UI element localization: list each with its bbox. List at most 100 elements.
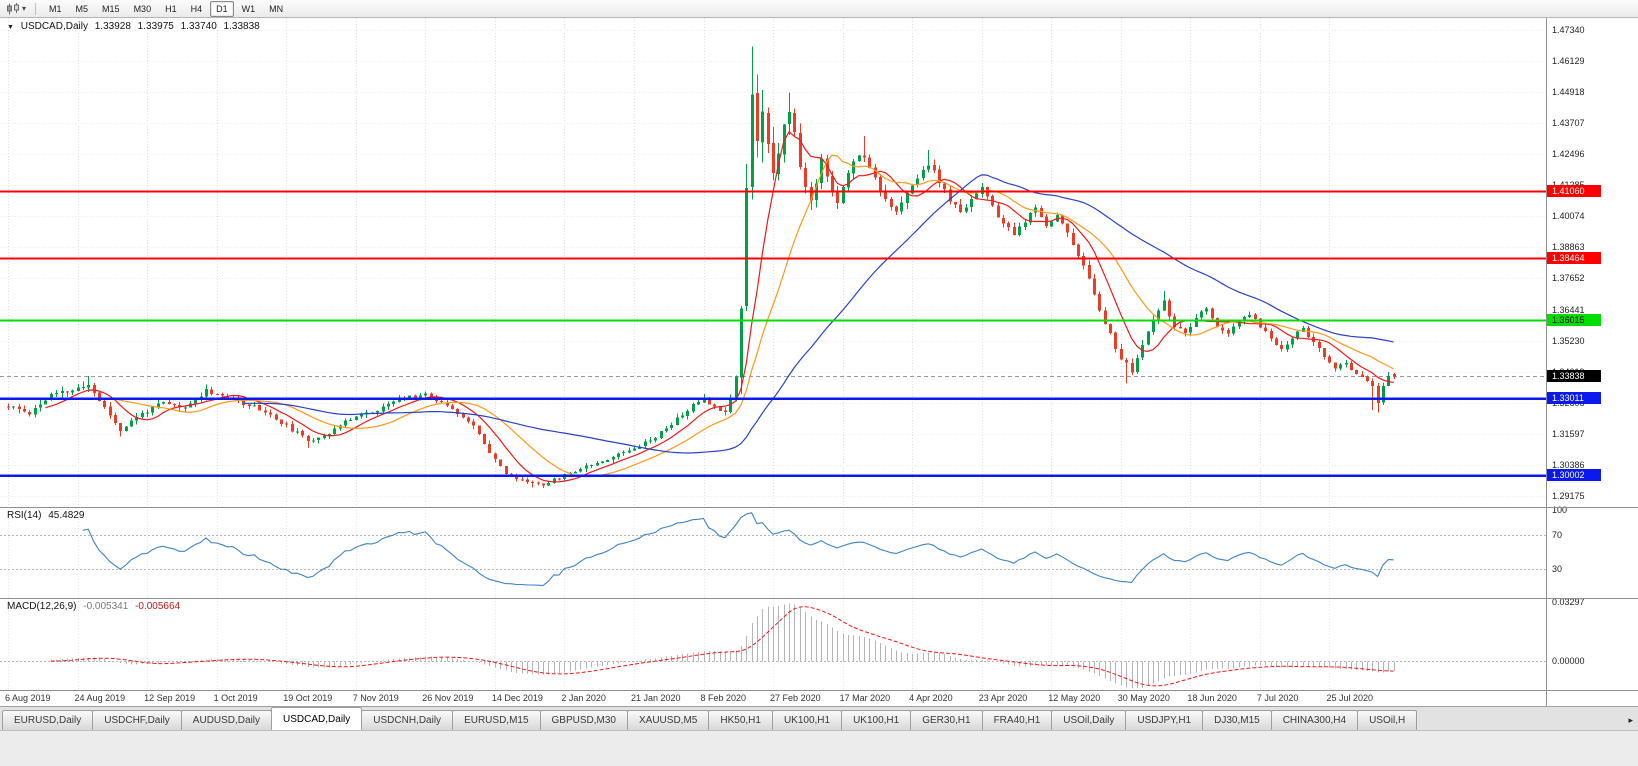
price-line-badge-1.36015: 1.36015 bbox=[1547, 314, 1601, 327]
tab-USDCAD-Daily[interactable]: USDCAD,Daily bbox=[271, 707, 363, 730]
price-axis-label: 1.36441 bbox=[1552, 304, 1585, 315]
candlestick-chart-icon[interactable] bbox=[6, 2, 20, 15]
grid bbox=[0, 18, 1546, 507]
rsi-axis-label: 70 bbox=[1552, 530, 1563, 541]
pane-separator[interactable] bbox=[0, 507, 1638, 508]
tab-USDCNH-Daily[interactable]: USDCNH,Daily bbox=[361, 710, 454, 730]
timeframe-button-H4[interactable]: H4 bbox=[190, 3, 203, 14]
ma-17-line[interactable] bbox=[93, 154, 1394, 478]
price-axis-label: 1.30386 bbox=[1552, 459, 1585, 470]
current-price-badge: 1.33838 bbox=[1547, 370, 1601, 383]
tab-EURUSD-Daily[interactable]: EURUSD,Daily bbox=[2, 710, 94, 730]
timeframe-button-D1[interactable]: D1 bbox=[210, 0, 234, 17]
timeframe-button-M1[interactable]: M1 bbox=[49, 3, 62, 14]
rsi-grid bbox=[8, 507, 1330, 598]
pane-separator[interactable] bbox=[0, 598, 1638, 599]
time-axis[interactable]: 6 Aug 2019 24 Aug 2019 12 Sep 2019 1 Oct 20… bbox=[0, 690, 1546, 706]
main-chart-canvas[interactable] bbox=[0, 18, 1546, 507]
time-axis-label: 24 Aug 2019 bbox=[74, 693, 126, 703]
price-axis-label: 1.29175 bbox=[1552, 490, 1585, 501]
tab-USOil-Daily[interactable]: USOil,Daily bbox=[1051, 710, 1127, 730]
tab-UK100-H1[interactable]: UK100,H1 bbox=[841, 710, 912, 730]
tab-HK50-H1[interactable]: HK50,H1 bbox=[708, 710, 773, 730]
rsi-title: RSI(14) 45.4829 bbox=[7, 510, 88, 521]
time-axis-label: 25 Jul 2020 bbox=[1326, 693, 1373, 703]
time-axis-label: 26 Nov 2019 bbox=[422, 693, 474, 703]
macd-grid bbox=[8, 598, 1330, 690]
ohlc-close: 1.33838 bbox=[223, 21, 260, 32]
macd-title: MACD(12,26,9) -0.005341 -0.005664 bbox=[7, 601, 184, 612]
chart-tab-bar: EURUSD,Daily USDCHF,Daily AUDUSD,Daily USDC… bbox=[0, 706, 1638, 730]
macd-signal-value: -0.005664 bbox=[135, 601, 181, 612]
chart-toolbar: ▾ M1 M5 M15 M30 H1 H4 D1 W1 MN bbox=[0, 0, 1638, 18]
tab-FRA40-H1[interactable]: FRA40,H1 bbox=[981, 710, 1053, 730]
price-axis-label: 1.35230 bbox=[1552, 335, 1585, 346]
timeframe-button-M15[interactable]: M15 bbox=[102, 3, 120, 14]
time-axis-label: 17 Mar 2020 bbox=[839, 693, 891, 703]
price-axis-label: 1.43707 bbox=[1552, 118, 1585, 129]
tab-XAUUSD-M5[interactable]: XAUUSD,M5 bbox=[627, 710, 710, 730]
price-line-badge-1.30002: 1.30002 bbox=[1547, 468, 1601, 481]
tab-EURUSD-M15[interactable]: EURUSD,M15 bbox=[452, 710, 541, 730]
price-line-badge-1.38464: 1.38464 bbox=[1547, 251, 1601, 264]
tab-DJ30-M15[interactable]: DJ30,M15 bbox=[1202, 710, 1272, 730]
rsi-name: RSI(14) bbox=[7, 510, 42, 521]
macd-name: MACD(12,26,9) bbox=[7, 601, 77, 612]
time-axis-label: 27 Feb 2020 bbox=[770, 693, 821, 703]
timeframe-button-H1[interactable]: H1 bbox=[165, 3, 177, 14]
tab-USDCHF-Daily[interactable]: USDCHF,Daily bbox=[92, 710, 182, 730]
tab-USOil-H[interactable]: USOil,H bbox=[1357, 710, 1418, 730]
timeframe-button-M30[interactable]: M30 bbox=[133, 3, 152, 14]
price-line-badge-1.41060: 1.41060 bbox=[1547, 185, 1601, 198]
axis-separator bbox=[0, 690, 1638, 691]
tab-GBPUSD-M30[interactable]: GBPUSD,M30 bbox=[539, 710, 628, 730]
tab-UK100-H1[interactable]: UK100,H1 bbox=[771, 710, 843, 730]
ma-8-line[interactable] bbox=[45, 130, 1394, 483]
timeframe-button-M5[interactable]: M5 bbox=[75, 3, 89, 14]
rsi-pane-canvas[interactable] bbox=[0, 507, 1546, 598]
symbol-name: USDCAD,Daily bbox=[20, 21, 88, 32]
rsi-value: 45.4829 bbox=[48, 510, 85, 521]
time-axis-label: 2 Jan 2020 bbox=[561, 693, 606, 703]
macd-main-value: -0.005341 bbox=[83, 601, 129, 612]
status-bar bbox=[0, 730, 1638, 766]
rsi-axis-label: 30 bbox=[1552, 563, 1563, 574]
time-axis-label: 4 Apr 2020 bbox=[909, 693, 953, 703]
price-axis[interactable]: 1.473401.461291.449181.437071.424961.412… bbox=[1546, 18, 1638, 706]
time-axis-label: 18 Jun 2020 bbox=[1187, 693, 1237, 703]
macd-axis-label: 0.03297 bbox=[1552, 596, 1585, 607]
price-axis-label: 1.37652 bbox=[1552, 273, 1585, 284]
dropdown-caret-icon[interactable]: ▾ bbox=[22, 4, 27, 13]
tab-AUDUSD-Daily[interactable]: AUDUSD,Daily bbox=[180, 710, 273, 730]
tab-GER30-H1[interactable]: GER30,H1 bbox=[910, 710, 983, 730]
time-axis-label: 8 Feb 2020 bbox=[700, 693, 747, 703]
price-axis-label: 1.47340 bbox=[1552, 25, 1585, 35]
time-axis-label: 12 Sep 2019 bbox=[144, 693, 196, 703]
rsi-axis-label: 100 bbox=[1552, 505, 1568, 515]
time-axis-label: 14 Dec 2019 bbox=[491, 693, 543, 703]
price-axis-label: 1.38863 bbox=[1552, 242, 1585, 253]
macd-pane-canvas[interactable] bbox=[0, 598, 1546, 690]
time-axis-label: 7 Nov 2019 bbox=[352, 693, 399, 703]
ma-45-line[interactable] bbox=[243, 174, 1394, 454]
timeframe-button-MN[interactable]: MN bbox=[269, 3, 284, 14]
symbol-marker-icon: ▼ bbox=[7, 24, 14, 31]
timeframe-button-W1[interactable]: W1 bbox=[241, 3, 256, 14]
price-axis-label: 1.40074 bbox=[1552, 211, 1585, 222]
timeframe-buttons: M1 M5 M15 M30 H1 H4 D1 W1 MN bbox=[42, 0, 290, 17]
time-axis-label: 6 Aug 2019 bbox=[5, 693, 51, 703]
toolbar-separator bbox=[35, 2, 37, 15]
time-axis-label: 30 May 2020 bbox=[1117, 693, 1170, 703]
tab-CHINA300-H4[interactable]: CHINA300,H4 bbox=[1270, 710, 1359, 730]
price-axis-label: 1.46129 bbox=[1552, 56, 1585, 67]
time-axis-label: 21 Jan 2020 bbox=[630, 693, 681, 703]
chart-region: 6 Aug 2019 24 Aug 2019 12 Sep 2019 1 Oct 20… bbox=[0, 18, 1638, 706]
tab-scroll-right-icon[interactable]: ▸ bbox=[1628, 715, 1633, 725]
price-axis-label: 1.44918 bbox=[1552, 87, 1585, 98]
ohlc-high: 1.33975 bbox=[137, 21, 174, 32]
macd-histogram bbox=[8, 603, 1395, 688]
time-axis-label: 7 Jul 2020 bbox=[1256, 693, 1299, 703]
price-line-badge-1.33011: 1.33011 bbox=[1547, 391, 1601, 404]
tab-USDJPY-H1[interactable]: USDJPY,H1 bbox=[1125, 710, 1204, 730]
